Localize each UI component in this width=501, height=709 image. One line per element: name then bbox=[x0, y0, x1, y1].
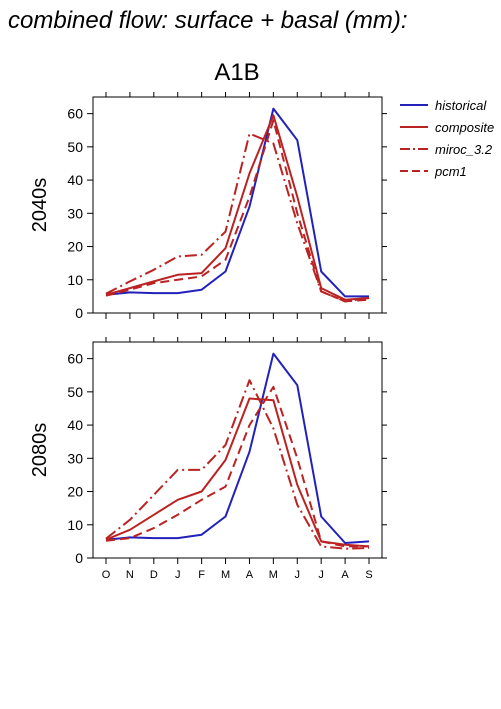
legend-label: pcm1 bbox=[434, 164, 467, 179]
y-tick-label: 20 bbox=[67, 239, 83, 255]
plot-frame bbox=[92, 341, 383, 559]
x-tick-label: A bbox=[341, 569, 349, 581]
y-tick-label: 40 bbox=[67, 172, 83, 188]
x-tick-label: F bbox=[198, 569, 205, 581]
series-line-composite bbox=[105, 114, 370, 301]
series-line-composite bbox=[105, 397, 370, 548]
legend-item-historical: historical bbox=[400, 98, 487, 113]
y-tick-label: 40 bbox=[67, 417, 83, 433]
y-tick-label: 10 bbox=[67, 272, 83, 288]
legend: historical composite miroc_3.2 pcm1 bbox=[400, 98, 494, 179]
legend-item-pcm1: pcm1 bbox=[400, 164, 467, 179]
y-tick-label: 30 bbox=[67, 450, 83, 466]
panel-2040s: 0 10 20 30 40 50 60 2040s bbox=[29, 92, 387, 321]
x-tick-label: N bbox=[126, 569, 134, 581]
legend-item-composite: composite bbox=[400, 120, 494, 135]
plot-frame bbox=[92, 96, 383, 314]
figure-title: combined flow: surface + basal (mm): bbox=[8, 7, 407, 34]
x-tick-label: J bbox=[295, 569, 301, 581]
y-tick-label: 20 bbox=[67, 484, 83, 500]
y-tick-label: 50 bbox=[67, 384, 83, 400]
series-line-miroc-3-2 bbox=[105, 379, 370, 550]
x-tick-label: J bbox=[318, 569, 324, 581]
scenario-label: A1B bbox=[214, 59, 259, 86]
x-tick-label: A bbox=[246, 569, 254, 581]
panel-2080s: 0 10 20 30 40 50 60 O N D J F M A M J J A S 2080s bbox=[29, 337, 387, 581]
x-tick-label: J bbox=[175, 569, 181, 581]
x-tick-label: O bbox=[102, 569, 111, 581]
y-tick-label: 0 bbox=[75, 550, 83, 566]
series-line-historical bbox=[105, 107, 369, 298]
legend-item-miroc-3-2: miroc_3.2 bbox=[400, 142, 493, 157]
series-line-pcm1 bbox=[105, 119, 370, 303]
legend-label: historical bbox=[435, 98, 487, 113]
series-line-miroc-3-2 bbox=[105, 132, 370, 303]
legend-label: composite bbox=[435, 120, 494, 135]
series-line-pcm1 bbox=[105, 385, 369, 548]
x-tick-label: S bbox=[365, 569, 372, 581]
y-tick-label: 60 bbox=[67, 351, 83, 367]
series-line-historical bbox=[105, 352, 370, 544]
legend-label: miroc_3.2 bbox=[435, 142, 493, 157]
x-tick-label: M bbox=[269, 569, 278, 581]
chart-panels: 0 10 20 30 40 50 60 2040s 0 10 20 30 40 50 60 O N D J F M A M J… bbox=[29, 92, 387, 581]
panel-label: 2040s bbox=[29, 178, 51, 233]
y-tick-label: 10 bbox=[67, 517, 83, 533]
y-tick-label: 50 bbox=[67, 139, 83, 155]
y-tick-label: 60 bbox=[67, 106, 83, 122]
x-tick-label: M bbox=[221, 569, 230, 581]
y-tick-label: 0 bbox=[75, 305, 83, 321]
x-tick-label: D bbox=[150, 569, 158, 581]
y-tick-label: 30 bbox=[67, 205, 83, 221]
panel-label: 2080s bbox=[29, 423, 51, 478]
